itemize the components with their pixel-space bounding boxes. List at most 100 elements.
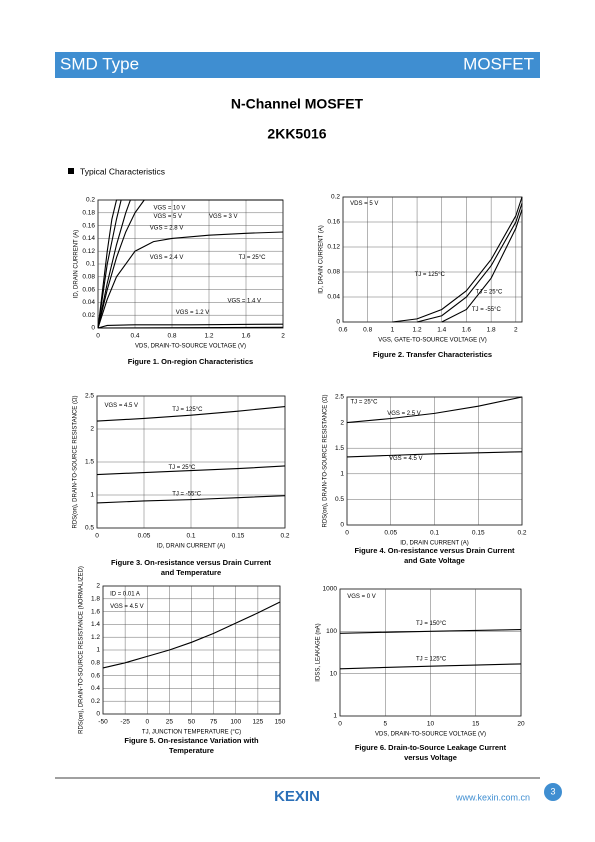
x-tick-label: 150	[275, 719, 286, 726]
y-tick-label: 0.16	[327, 219, 340, 226]
x-tick-label: 20	[517, 721, 525, 728]
y-tick-label: 1.6	[91, 608, 100, 615]
series-line	[96, 406, 286, 422]
series-label: VGS = 4.5 V	[389, 456, 423, 462]
series-label: VGS = 5 V	[154, 214, 183, 220]
x-tick-label: 1.2	[413, 327, 422, 334]
y-axis-label: ID, DRAIN CURRENT (A)	[319, 225, 325, 294]
series-label: VGS = 1.2 V	[176, 310, 210, 316]
y-tick-label: 0.5	[85, 525, 94, 532]
series-line	[416, 203, 523, 323]
series-line	[96, 495, 286, 504]
figure-caption: Figure 3. On-resistance versus Drain Cur…	[111, 558, 272, 567]
annotation: VGS = 4.5 V	[110, 604, 144, 610]
series-label: TJ = 25°C	[168, 465, 196, 471]
y-tick-label: 0	[91, 325, 95, 332]
x-tick-label: 0	[96, 333, 100, 340]
y-tick-label: 1.5	[335, 445, 344, 452]
x-tick-label: 0	[145, 719, 149, 726]
page-number: 3	[550, 786, 555, 796]
x-tick-label: 0.1	[430, 530, 439, 537]
annotation: VDS = 5 V	[350, 201, 378, 207]
x-tick-label: 125	[252, 719, 263, 726]
y-tick-label: 0.04	[327, 294, 340, 301]
series-label: VGS = 2.5 V	[387, 411, 421, 417]
annotation: VGS = 4.5 V	[105, 403, 139, 409]
x-tick-label: 1.6	[241, 333, 250, 340]
x-tick-label: -25	[120, 719, 130, 726]
y-tick-label: 0.12	[327, 244, 340, 251]
series-line	[96, 465, 286, 476]
series-label: TJ = 25°C	[475, 290, 503, 296]
x-tick-label: 0	[345, 530, 349, 537]
figure-caption: and Temperature	[161, 568, 221, 577]
series-label: TJ = 125°C	[415, 272, 446, 278]
y-tick-label: 2.5	[85, 393, 94, 400]
figure-caption: versus Voltage	[404, 753, 457, 762]
x-tick-label: 1.2	[204, 333, 213, 340]
x-tick-label: 1.8	[487, 327, 496, 334]
series-label: TJ = 150°C	[416, 621, 447, 627]
series-label: TJ = 125°C	[416, 656, 447, 662]
y-tick-label: 0	[340, 522, 344, 529]
x-tick-label: 0.2	[517, 530, 526, 537]
y-tick-label: 0.02	[82, 312, 95, 319]
series-line	[97, 326, 284, 329]
y-tick-label: 1.5	[85, 459, 94, 466]
series-label: VGS = 10 V	[154, 205, 186, 211]
y-tick-label: 0.2	[91, 698, 100, 705]
x-tick-label: 1	[391, 327, 395, 334]
series-line	[441, 209, 523, 323]
y-tick-label: 0.2	[331, 194, 340, 201]
figure-caption: Figure 2. Transfer Characteristics	[373, 350, 492, 359]
section-title: Typical Characteristics	[80, 166, 165, 176]
x-axis-label: VDS, DRAIN-TO-SOURCE VOLTAGE (V)	[135, 344, 246, 350]
figure: 0 0.05 0.1 0.15 0.2 0 0.5 1 1.5 2 2.5 ID, DRAIN CUR…	[323, 394, 527, 565]
series-label: VGS = 2.4 V	[150, 255, 184, 261]
y-tick-label: 0.16	[82, 222, 95, 229]
x-axis-label: ID, DRAIN CURRENT (A)	[157, 544, 226, 550]
x-tick-label: 0.8	[363, 327, 372, 334]
footer-logo: KEXIN	[274, 788, 320, 805]
page-badge	[544, 783, 562, 801]
figure: -50 -25 0 25 50 75 100 125 150 0 0.2 0.4 0.6 0.8 1 1.2 1…	[79, 566, 286, 755]
y-tick-label: 0.04	[82, 299, 95, 306]
y-tick-label: 1	[90, 492, 94, 499]
y-tick-label: 1.2	[91, 634, 100, 641]
x-tick-label: 0	[95, 533, 99, 540]
x-tick-label: -50	[98, 719, 108, 726]
series-line	[339, 663, 522, 670]
bullet	[68, 168, 74, 174]
series-line	[392, 196, 523, 323]
x-tick-label: 0.6	[338, 327, 347, 334]
x-tick-label: 2	[514, 327, 518, 334]
x-tick-label: 10	[427, 721, 435, 728]
figure-caption: and Gate Voltage	[404, 556, 465, 565]
y-tick-label: 0.06	[82, 286, 95, 293]
y-tick-label: 2.5	[335, 394, 344, 401]
series-line	[102, 601, 281, 669]
series-line	[346, 451, 523, 458]
y-tick-label: 0.18	[82, 210, 95, 217]
figure: 0 5 10 15 20 1 10 100 1000 VDS, DRAIN-TO-SOURCE V…	[316, 586, 525, 762]
annotation: ID = 0.01 A	[110, 591, 140, 597]
doc-title: N-Channel MOSFET	[231, 96, 364, 112]
y-axis-label: IDSS, LEAKAGE (nA)	[316, 623, 322, 681]
x-tick-label: 0.1	[186, 533, 195, 540]
y-axis-label: ID, DRAIN CURRENT (A)	[74, 230, 80, 299]
x-tick-label: 15	[472, 721, 480, 728]
y-tick-label: 0.08	[327, 269, 340, 276]
y-tick-label: 1000	[323, 586, 338, 593]
charts: 0 0.4 0.8 1.2 1.6 200.020.040.060.080.10.120.…	[73, 194, 527, 762]
figure: 0 0.4 0.8 1.2 1.6 2 0 0.02 0.04 0.06 0.08 0.1 0.12 0.…	[74, 197, 286, 366]
x-tick-label: 1.6	[462, 327, 471, 334]
header-bar	[55, 52, 540, 78]
x-tick-label: 0.05	[384, 530, 397, 537]
y-tick-label: 1	[340, 471, 344, 478]
y-tick-label: 100	[326, 628, 337, 635]
y-tick-label: 0.12	[82, 248, 95, 255]
y-tick-label: 0.4	[91, 685, 100, 692]
y-tick-label: 0.8	[91, 660, 100, 667]
x-tick-label: 0.05	[138, 533, 151, 540]
y-tick-label: 1	[96, 647, 100, 654]
